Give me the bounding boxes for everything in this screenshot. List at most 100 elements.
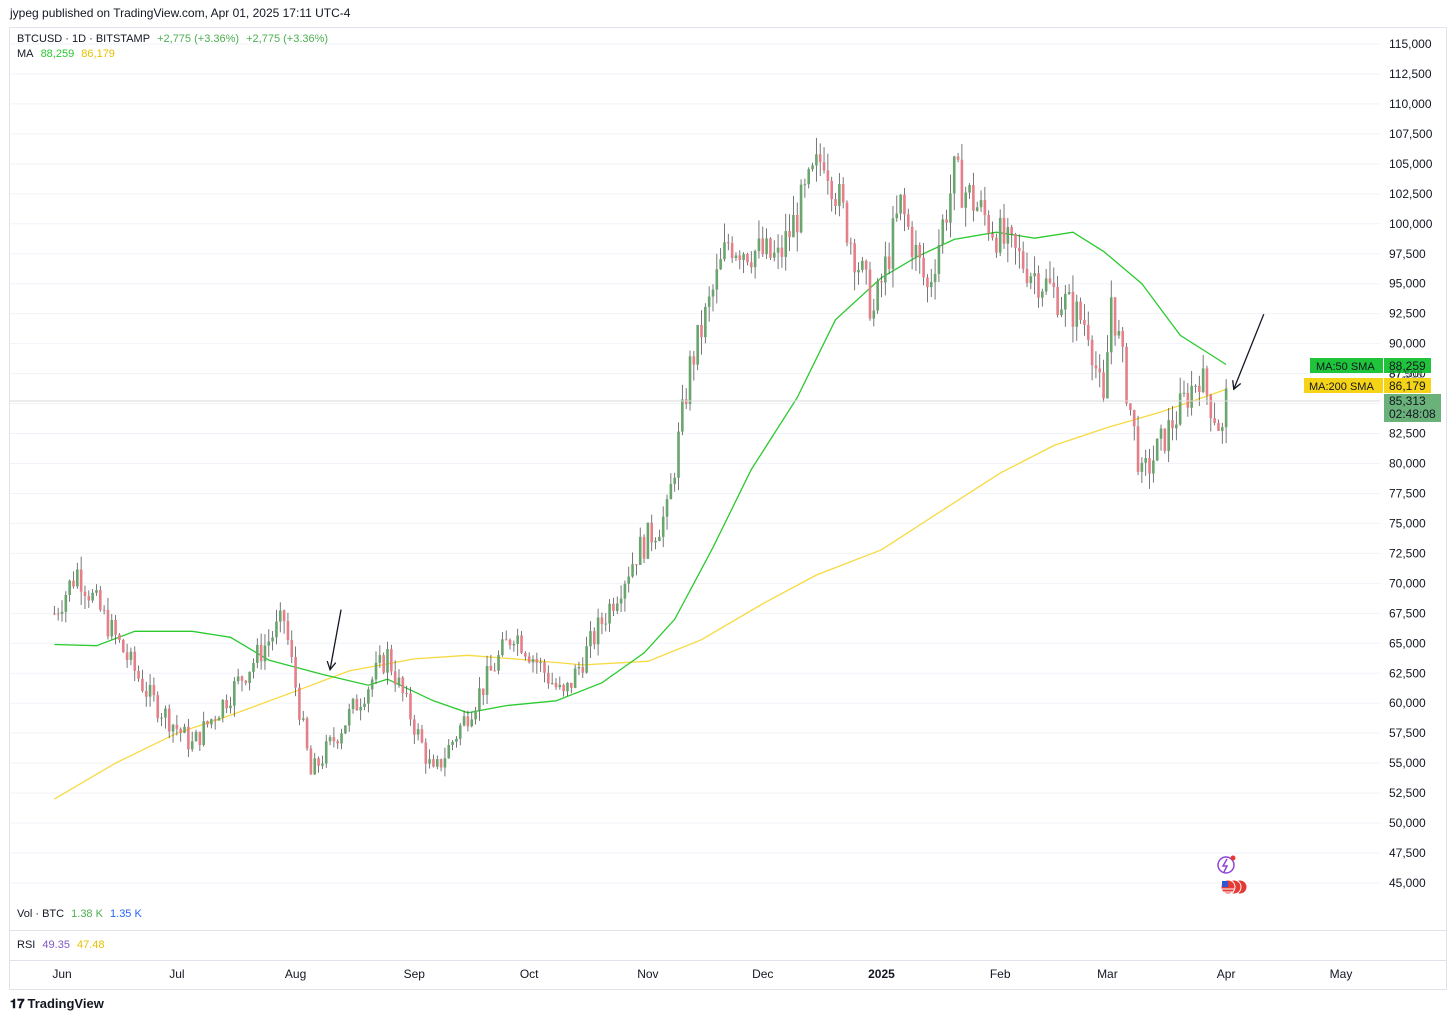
candle-body	[757, 238, 761, 252]
candle-body	[1037, 273, 1040, 298]
candle-body	[554, 683, 558, 688]
candle-body	[344, 725, 347, 734]
candle-body	[960, 159, 964, 208]
annotation-arrow-head	[1232, 380, 1242, 391]
candle-body	[788, 231, 791, 238]
candle-body	[114, 620, 117, 635]
candle-body	[834, 199, 837, 207]
candle-body	[669, 483, 673, 500]
ma200-line	[53, 388, 1227, 800]
candle-body	[524, 652, 527, 657]
y-tick-label: 75,000	[1389, 516, 1426, 530]
candle-body	[1063, 293, 1067, 310]
candle-body	[585, 646, 588, 673]
candle-body	[868, 269, 872, 319]
candle-body	[53, 613, 56, 615]
tradingview-logo[interactable]: 𝟏𝟕 TradingView	[10, 996, 104, 1012]
candle-body	[772, 252, 776, 258]
candle-body	[470, 719, 474, 727]
candle-body	[68, 580, 71, 596]
y-tick-label: 70,000	[1389, 576, 1426, 590]
candle-body	[608, 603, 611, 624]
candle-body	[286, 621, 290, 641]
candle-body	[367, 689, 370, 704]
spark-event-icon[interactable]	[1217, 856, 1235, 874]
time-axis[interactable]: Jun Jul Aug Sep Oct Nov Dec 2025 Feb Mar Apr May	[52, 967, 1352, 981]
candle-body	[428, 759, 431, 764]
candle-body	[853, 243, 856, 273]
volume-label[interactable]: Vol · BTC	[17, 908, 65, 920]
candle-body	[665, 499, 669, 517]
ma200-tag-name: MA:200 SMA	[1309, 381, 1374, 393]
spark-dot-icon	[1230, 855, 1236, 861]
candle-body	[1002, 217, 1006, 244]
candle-body	[600, 617, 604, 624]
candle-body	[795, 214, 799, 233]
candle-body	[301, 718, 305, 720]
candle-body	[952, 156, 956, 194]
y-tick-label: 112,500	[1389, 67, 1432, 81]
candle-body	[929, 282, 933, 287]
spark-bolt-icon	[1221, 858, 1229, 873]
ma50-tag-name-bg	[1310, 358, 1383, 373]
ma200-legend-value: 86,179	[81, 48, 115, 60]
candle-body	[903, 194, 906, 215]
grid	[10, 43, 1380, 884]
candle-body	[1198, 385, 1201, 393]
candle-body	[861, 260, 864, 270]
candle-body	[1132, 409, 1136, 427]
candle-body	[106, 609, 110, 637]
candle-body	[573, 668, 577, 688]
rsi-legend[interactable]: RSI 49.35 47.48	[17, 939, 109, 951]
candle-body	[443, 758, 447, 768]
candle-body	[623, 583, 627, 599]
price-axis[interactable]: 45,000 47,500 50,000 52,500 55,000 57,500 60,0…	[1389, 37, 1433, 890]
candle-body	[681, 399, 684, 432]
y-tick-label: 65,000	[1389, 636, 1426, 650]
candle-body	[451, 741, 454, 745]
candle-body	[190, 741, 194, 750]
ma-legend[interactable]: MA 88,259 86,179	[17, 48, 119, 60]
candle-body	[179, 728, 183, 733]
pane-divider[interactable]	[9, 930, 1447, 931]
candle-body	[56, 613, 60, 615]
annotation-arrow-shaft	[329, 609, 342, 670]
candle-body	[1014, 233, 1017, 248]
candle-body	[811, 165, 814, 170]
candle-body	[849, 242, 853, 244]
y-tick-label: 57,500	[1389, 726, 1426, 740]
candle-body	[1010, 227, 1013, 234]
event-icons[interactable]	[1217, 855, 1248, 895]
candle-body	[933, 273, 937, 283]
candle-body	[118, 634, 121, 640]
candle-body	[455, 738, 458, 742]
candle-body	[1079, 301, 1082, 320]
candle-body	[895, 213, 899, 219]
candle-body	[501, 639, 504, 656]
candle-body	[918, 244, 922, 258]
ma-label[interactable]: MA	[17, 48, 34, 60]
x-tick-label: Nov	[637, 967, 658, 981]
annotation-arrow-head	[326, 660, 337, 671]
candle-body	[876, 281, 879, 311]
y-tick-label: 55,000	[1389, 756, 1426, 770]
candle-body	[64, 595, 68, 612]
symbol-legend[interactable]: BTCUSD · 1D · BITSTAMP +2,775 (+3.36%) +…	[17, 33, 332, 45]
candle-body	[263, 645, 267, 662]
candle-body	[1033, 273, 1036, 277]
candle-body	[175, 724, 179, 729]
symbol-title[interactable]: BTCUSD · 1D · BITSTAMP	[17, 33, 151, 45]
candle-body	[313, 758, 317, 775]
candle-body	[1090, 339, 1094, 366]
candle-body	[374, 662, 378, 680]
candle-body	[1113, 297, 1117, 336]
rsi-label[interactable]: RSI	[17, 939, 36, 951]
volume-legend[interactable]: Vol · BTC 1.38 K 1.35 K	[17, 908, 146, 920]
candle-body	[164, 708, 167, 718]
candle-body	[937, 245, 941, 274]
candle-body	[1182, 392, 1186, 394]
candle-body	[765, 238, 768, 255]
candle-body	[914, 244, 918, 258]
y-tick-label: 77,500	[1389, 486, 1426, 500]
